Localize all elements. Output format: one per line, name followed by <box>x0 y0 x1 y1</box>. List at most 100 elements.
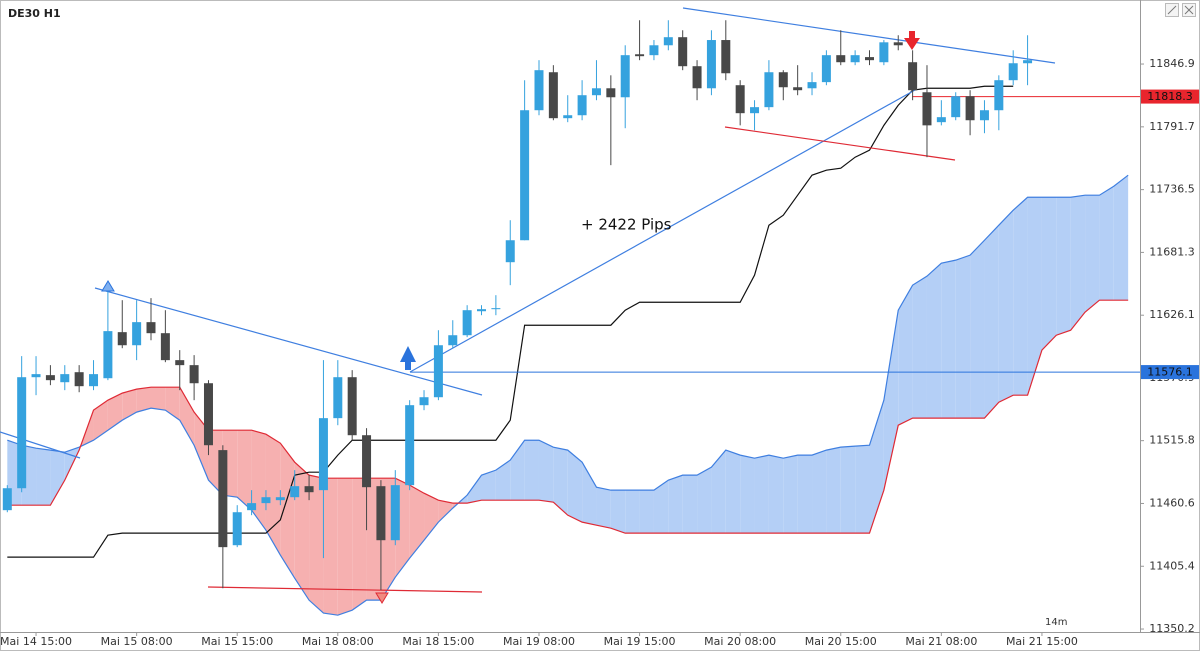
candle-body <box>663 37 673 46</box>
candle-body <box>1008 63 1018 81</box>
cloud-segment <box>151 387 166 411</box>
candle-body <box>850 55 860 63</box>
cloud-segment <box>941 260 956 419</box>
y-tick-label: 11736.5 <box>1149 183 1195 196</box>
cloud-segment <box>970 240 985 419</box>
candle-body <box>893 42 903 46</box>
sell-marker <box>375 592 389 604</box>
candle-body <box>103 331 113 379</box>
cloud-segment <box>984 225 999 419</box>
candle-body <box>419 397 429 406</box>
candle-body <box>290 486 300 498</box>
candles <box>2 20 1033 591</box>
candle-body <box>721 40 731 74</box>
cloud-segment <box>567 450 583 523</box>
cloud-segment <box>538 440 554 503</box>
cloud-segment <box>1027 197 1042 396</box>
trend-line <box>409 89 916 373</box>
cloud-segment <box>309 475 324 614</box>
window-buttons <box>1165 3 1196 17</box>
trend-line <box>207 586 483 593</box>
cloud-segment <box>596 487 611 529</box>
signals <box>101 31 920 604</box>
cloud-segment <box>768 455 784 534</box>
trend-line <box>0 431 81 459</box>
x-tick-label: Mai 15 08:00 <box>101 635 173 648</box>
x-tick-label: Mai 14 15:00 <box>0 635 72 648</box>
candle-body <box>520 110 530 241</box>
buy-marker <box>101 280 115 292</box>
cloud-segment <box>1056 197 1071 336</box>
price-label-box <box>1141 365 1199 380</box>
trend-line <box>682 7 1056 64</box>
annotation: + 2422 Pips <box>581 216 672 234</box>
candle-body <box>390 485 400 541</box>
cloud-segment <box>237 430 252 511</box>
cloud-segment <box>740 455 755 534</box>
cloud-segment <box>136 387 151 413</box>
cloud-segment <box>754 455 769 534</box>
candle-body <box>477 309 487 312</box>
kijun-line <box>7 85 1014 558</box>
cloud-segment <box>165 387 180 421</box>
y-tick-label: 11846.9 <box>1149 57 1195 70</box>
cloud-segment <box>582 462 597 526</box>
candle-body <box>979 110 989 121</box>
candle-body <box>117 332 127 346</box>
candle-body <box>778 72 788 88</box>
y-tick-label: 11791.7 <box>1149 120 1195 133</box>
cloud-segment <box>653 480 669 534</box>
cloud-segment <box>265 434 281 556</box>
cloud-segment <box>280 443 295 579</box>
cloud-segment <box>711 450 726 534</box>
cloud-segment <box>553 447 568 516</box>
cloud-segment <box>912 276 927 419</box>
chart-title: DE30 H1 <box>8 7 61 20</box>
candle-body <box>994 80 1004 111</box>
candle-body <box>433 345 443 398</box>
pen-icon <box>1167 5 1177 15</box>
cloud-segment <box>294 462 310 601</box>
cloud-segment <box>668 475 683 534</box>
close-icon <box>1184 5 1194 15</box>
candle-body <box>146 322 156 334</box>
candle-body <box>405 405 415 486</box>
candle-body <box>965 96 975 121</box>
cloud-segment <box>179 387 195 446</box>
candle-body <box>951 96 961 118</box>
price-label: 11576.1 <box>1147 366 1193 379</box>
x-tick-label: Mai 21 15:00 <box>1006 635 1078 648</box>
y-tick-label: 11460.6 <box>1149 496 1195 509</box>
price-label: 11818.3 <box>1147 90 1193 103</box>
cloud-segment <box>1070 195 1086 331</box>
candle-body <box>491 308 501 310</box>
cloud-segment <box>1113 175 1129 301</box>
cloud-segment <box>107 393 123 431</box>
candle-body <box>2 488 12 511</box>
cloud-segment <box>826 447 841 534</box>
trend-lines <box>0 7 1056 593</box>
cloud-segment <box>855 445 870 534</box>
candle-body <box>89 374 99 387</box>
candle-body <box>60 374 70 383</box>
cloud-segment <box>1041 197 1057 351</box>
candle-body <box>304 486 314 493</box>
candle-body <box>318 418 328 491</box>
x-tick-label: Mai 20 15:00 <box>805 635 877 648</box>
candle-body <box>735 85 745 114</box>
cloud-segment <box>524 440 539 501</box>
candle-body <box>534 70 544 111</box>
cloud-segment <box>998 210 1014 403</box>
candle-body <box>462 310 472 336</box>
candle-body <box>807 82 817 89</box>
candle-body <box>203 383 213 446</box>
cloud-segment <box>438 500 453 523</box>
trend-line <box>94 287 483 396</box>
timer: 14m <box>1045 617 1067 628</box>
candle-body <box>362 435 372 488</box>
candle-body <box>448 335 458 346</box>
x-tick-label: Mai 20 08:00 <box>704 635 776 648</box>
cloud-segment <box>1013 197 1028 396</box>
